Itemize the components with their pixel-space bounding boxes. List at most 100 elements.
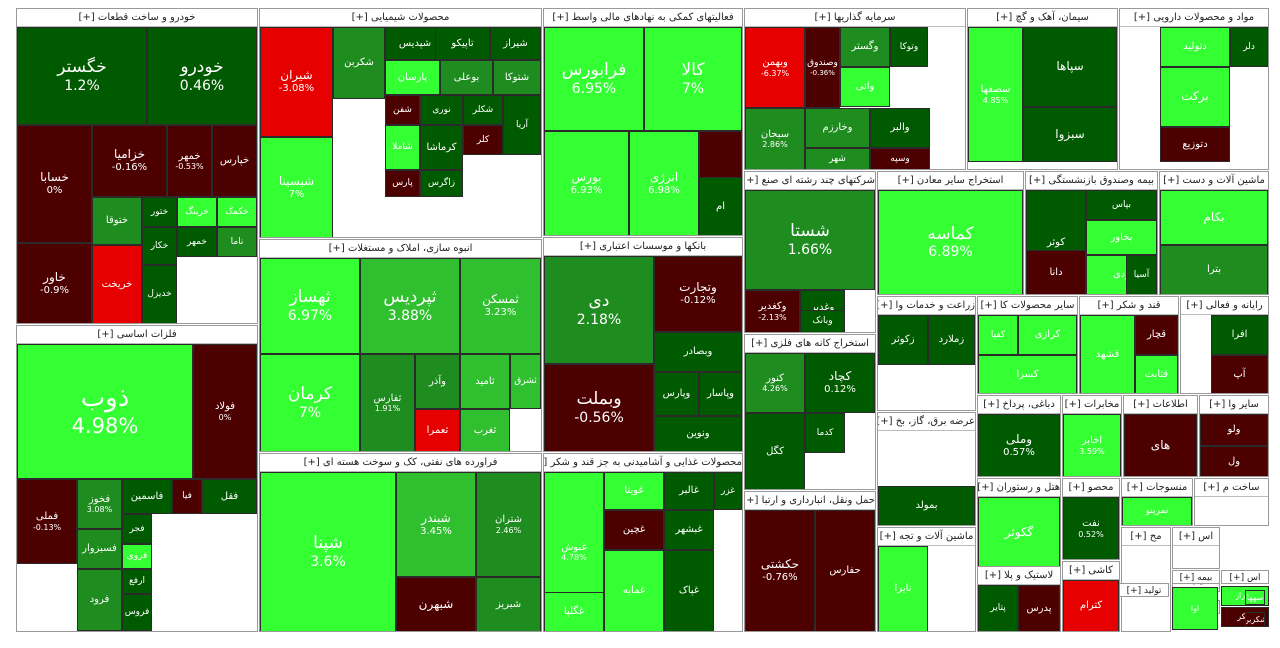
sector-header[interactable]: محصولات شیمیایی [+] (260, 9, 541, 27)
stock-tile[interactable]: شیراز (490, 27, 541, 60)
stock-tile[interactable]: وپارس (654, 372, 699, 416)
stock-tile[interactable]: بورس 6.93% (544, 131, 629, 235)
sector[interactable]: مواد و محصولات دارویی [+] دتولید دلر برکت دت… (1119, 8, 1269, 170)
stock-tile[interactable]: ثشرق (510, 354, 541, 409)
stock-tile[interactable]: شبندر 3.45% (396, 472, 476, 577)
sector-header[interactable]: سیمان، آهک و گچ [+] (968, 9, 1117, 27)
stock-tile[interactable]: واتی (840, 67, 890, 107)
sector[interactable]: شرکتهای چند رشته ای صنع [+] شستا 1.66% وغدی… (744, 171, 876, 333)
stock-tile[interactable]: ختوقا (92, 197, 142, 245)
sector[interactable]: سیمان، آهک و گچ [+] سپاها سصفها 4.85% سبزوا (967, 8, 1118, 170)
stock-tile[interactable]: غزر (714, 472, 742, 510)
stock-tile[interactable]: شبسینا 7% (260, 137, 333, 237)
stock-tile[interactable]: زکوثر (878, 315, 928, 365)
stock-tile[interactable]: دتوزیع (1160, 127, 1230, 162)
stock-tile[interactable]: خمهر -0.53% (167, 125, 212, 197)
sector-header[interactable]: حمل ونقل، انبارداری و ارتبا [+] (745, 492, 875, 510)
stock-tile[interactable]: خاور -0.9% (17, 243, 92, 323)
stock-tile[interactable]: شاملا (385, 125, 420, 170)
sector[interactable]: رایانه و فعالی [+] افرا آپ (1180, 296, 1269, 394)
stock-tile[interactable]: غبشهر (664, 510, 714, 550)
stock-tile[interactable]: زملارد (928, 315, 975, 365)
stock-tile[interactable]: شبریز (476, 577, 541, 631)
stock-tile[interactable]: شستا 1.66% (745, 190, 875, 290)
sector[interactable]: قند و شکر [+] قشهد قچار قثابت (1079, 296, 1179, 394)
stock-tile[interactable]: کفپا (978, 315, 1018, 355)
stock-tile[interactable]: غالبر (664, 472, 714, 510)
stock-tile[interactable]: کلر (463, 125, 503, 155)
sector[interactable]: محصو [+] نفت 0.52% (1062, 478, 1120, 560)
sector-header[interactable]: فراورده های نفتی، کک و سوخت هسته ای [+] (260, 454, 541, 472)
stock-tile[interactable]: ثهساز 6.97% (260, 258, 360, 354)
sector-header[interactable]: قند و شکر [+] (1080, 297, 1178, 315)
stock-tile[interactable]: سبحان 2.86% (745, 108, 805, 169)
sector-header[interactable]: استخراج سایر معادن [+] (878, 172, 1023, 190)
sector-header[interactable]: عرضه برق، گاز، بخ [+] (878, 413, 975, 431)
stock-tile[interactable]: حفارس (815, 510, 875, 631)
sector-header[interactable]: رایانه و فعالی [+] (1181, 297, 1268, 315)
sector[interactable]: لاستیک و پلا [+] پتایر پدرس (977, 566, 1061, 632)
stock-tile[interactable]: فرابورس 6.95% (544, 27, 644, 131)
stock-tile[interactable]: کرماشا (420, 125, 463, 170)
sector[interactable]: بیمه [+] (1172, 570, 1220, 584)
stock-tile[interactable]: خریخت (92, 245, 142, 323)
stock-tile[interactable]: شپنا 3.6% (260, 472, 396, 631)
sector[interactable]: خودرو و ساخت قطعات [+] خگستر 1.2% خودرو 0.46… (16, 8, 258, 324)
sector-header[interactable]: ماشین آلات و دست [+] (1160, 172, 1268, 190)
stock-tile[interactable]: فاسمین (122, 479, 172, 514)
sector-header[interactable]: انبوه سازی، املاک و مستغلات [+] (260, 240, 541, 258)
sector-header[interactable]: استخراج کانه های فلزی [+] (745, 335, 875, 353)
stock-tile[interactable]: غگلپا (544, 592, 604, 631)
stock-tile[interactable]: وبهمن -6.37% (745, 27, 805, 108)
stock-tile[interactable]: فروس (122, 594, 152, 631)
sector-header[interactable]: مح [+] (1122, 528, 1170, 546)
stock-tile[interactable]: پارس (385, 170, 420, 197)
stock-tile[interactable]: دی 2.18% (544, 256, 654, 364)
sector[interactable]: اس [+] (1221, 570, 1269, 584)
stock-tile[interactable]: کرازی (1018, 315, 1077, 355)
sector-header[interactable]: محصولات غذایی و آشامیدنی به جز قند و شکر… (544, 454, 742, 472)
sector-header[interactable]: اس [+] (1173, 528, 1219, 546)
sector-header[interactable]: بیمه [+] (1173, 571, 1219, 583)
stock-tile[interactable]: فولاد 0% (193, 344, 257, 479)
stock-tile[interactable]: ختور (142, 197, 177, 227)
sector-header[interactable]: مواد و محصولات دارویی [+] (1120, 9, 1268, 27)
stock-tile[interactable]: فخوز 3.08% (77, 479, 122, 529)
stock-tile[interactable]: افرا (1211, 315, 1268, 355)
sector[interactable]: اطلاعات [+] های (1123, 395, 1198, 477)
stock-tile[interactable]: قشهد (1080, 315, 1135, 393)
stock-tile[interactable]: آسیا (1126, 255, 1157, 294)
sector[interactable]: سرمایه گذاریها [+] وبهمن -6.37% وصندوق -0.36… (744, 8, 966, 170)
stock-tile[interactable]: گکوثر (978, 497, 1060, 568)
stock-tile[interactable]: ثمسکن 3.23% (460, 258, 541, 354)
sector-header[interactable]: هتل و رستوران [+] (978, 479, 1060, 497)
stock-tile[interactable]: وپاسار (699, 372, 742, 416)
sector[interactable]: ساخت م [+] (1194, 478, 1269, 526)
stock-tile[interactable]: بوعلی (440, 60, 493, 95)
sector-header[interactable]: فعالیتهای کمکی به نهادهای مالی واسط [+] (544, 9, 742, 27)
sector[interactable]: فراورده های نفتی، کک و سوخت هسته ای [+] ش… (259, 453, 542, 632)
sector[interactable]: مخابرات [+] اخابر 3.59% (1062, 395, 1122, 477)
stock-tile[interactable]: فجر (122, 514, 152, 544)
sector[interactable]: محصولات غذایی و آشامیدنی به جز قند و شکر… (543, 453, 743, 632)
stock-tile[interactable]: کنور 4.26% (745, 353, 805, 413)
stock-tile[interactable]: پتایر (978, 585, 1018, 631)
stock-tile[interactable]: دلر (1230, 27, 1268, 67)
stock-tile[interactable]: شکلر (463, 95, 503, 125)
stock-tile[interactable]: خگستر 1.2% (17, 27, 147, 125)
stock-tile[interactable]: بمولد (878, 486, 975, 525)
stock-tile[interactable]: ثفارس 1.91% (360, 354, 415, 451)
sector-header[interactable]: منسوجات [+] (1122, 479, 1192, 497)
stock-tile[interactable]: شتران 2.46% (476, 472, 541, 577)
stock-tile[interactable]: شبهرن (396, 577, 476, 631)
stock-tile[interactable]: آریا (503, 95, 541, 155)
sector[interactable]: عرضه برق، گاز، بخ [+] بمولد (877, 412, 976, 526)
stock-tile[interactable]: نمرینو (1122, 497, 1192, 525)
sector[interactable]: تولید [+] (1119, 583, 1169, 597)
stock-tile[interactable]: خمهر (177, 227, 217, 257)
stock-tile[interactable]: شیران -3.08% (260, 27, 333, 137)
stock-tile[interactable]: ناما (217, 227, 257, 257)
stock-tile[interactable]: حکشتی -0.76% (745, 510, 815, 631)
stock-tile[interactable]: خکار (142, 227, 177, 265)
sector[interactable]: مح [+] (1121, 527, 1171, 632)
